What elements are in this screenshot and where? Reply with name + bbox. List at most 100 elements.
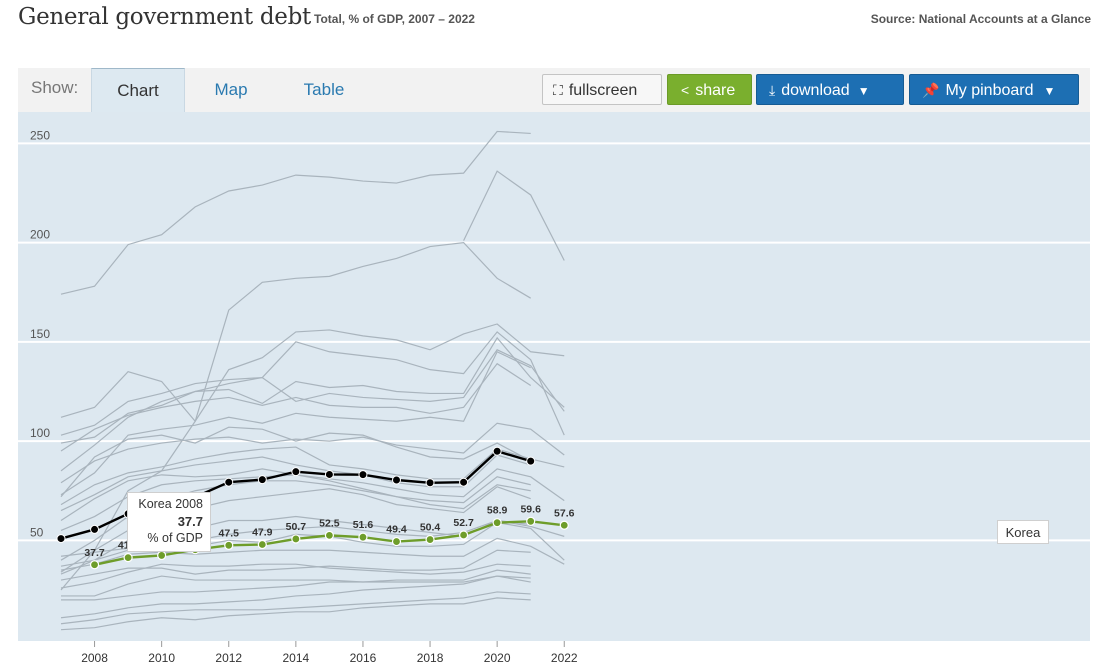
korea-point[interactable] [123,553,133,563]
tab-table[interactable]: Table [303,80,345,99]
download-button-label: download [781,82,850,99]
chart-subtitle: Total, % of GDP, 2007 – 2022 [314,12,475,26]
highlight-point[interactable] [392,475,401,485]
x-tick-label: 2014 [282,651,309,665]
korea-series-label: Korea [997,520,1049,544]
x-tick-label: 2020 [484,651,511,665]
pinboard-button[interactable]: 📌 My pinboard ▼ [909,74,1079,105]
highlight-point[interactable] [526,456,536,466]
country-line[interactable] [60,422,565,484]
country-line[interactable] [60,336,565,444]
korea-point[interactable] [157,550,167,561]
korea-data-label: 37.7 [84,547,105,559]
korea-data-label: 57.6 [554,507,575,519]
highlight-point[interactable] [291,467,301,477]
country-line[interactable] [60,454,531,512]
y-axis-ticks: 50 100 150 200 250 [30,128,50,539]
country-line[interactable] [61,569,531,601]
grid-lines [18,142,1090,542]
korea-point[interactable] [324,530,334,540]
korea-data-label: 50.4 [420,522,441,534]
fullscreen-button[interactable]: ⛶ fullscreen [542,74,662,105]
highlight-point[interactable] [492,446,502,456]
korea-point[interactable] [459,530,469,540]
x-tick-label: 2012 [215,651,242,665]
highlight-point[interactable] [56,534,66,544]
korea-point[interactable] [224,540,234,550]
korea-data-label: 52.5 [319,517,340,529]
highlight-point[interactable] [324,469,334,479]
korea-data-label: 50.7 [286,521,307,533]
korea-data-label: 47.5 [219,527,240,539]
korea-point[interactable] [425,534,435,545]
data-tooltip: Korea 2008 37.7 % of GDP [127,492,211,552]
country-line[interactable] [60,241,532,591]
country-line[interactable] [60,331,565,436]
korea-series[interactable] [89,516,569,570]
tooltip-country-year: Korea 2008 [138,497,203,511]
show-label: Show: [31,78,79,97]
page-title: General government debt [18,4,311,30]
x-tick-label: 2016 [350,651,377,665]
highlight-point[interactable] [358,470,368,480]
korea-data-label: 51.6 [353,519,374,531]
source-note: Source: National Accounts at a Glance [870,12,1091,26]
y-tick-label: 50 [30,525,44,539]
country-line[interactable] [60,446,565,506]
x-tick-label: 2010 [148,651,175,665]
korea-data-label: 47.9 [252,527,273,539]
korea-point[interactable] [526,516,536,526]
highlight-point[interactable] [257,475,267,485]
country-line[interactable] [60,468,565,522]
country-line[interactable] [60,549,531,581]
country-line[interactable] [61,575,531,597]
korea-point[interactable] [391,536,402,547]
download-icon: ⤓ [769,82,776,98]
other-country-lines [60,130,565,631]
korea-data-label: 58.9 [487,505,508,517]
highlight-point[interactable] [224,477,234,487]
country-line[interactable] [60,537,565,571]
country-line[interactable] [60,362,532,452]
korea-data-label: 49.4 [386,524,407,536]
download-button[interactable]: ⤓ download ▼ [756,74,904,105]
pin-icon: 📌 [922,82,940,98]
highlight-point[interactable] [425,478,435,488]
country-line[interactable] [60,575,531,619]
y-tick-label: 200 [30,228,50,242]
y-tick-label: 150 [30,327,50,341]
country-line[interactable] [60,591,531,625]
highlight-point[interactable] [459,477,469,487]
korea-point[interactable] [559,520,569,530]
korea-point[interactable] [89,560,100,570]
country-line[interactable] [463,170,565,261]
korea-point[interactable] [257,539,267,550]
country-line[interactable] [60,130,531,295]
highlight-point[interactable] [90,524,100,534]
korea-data-label: 52.7 [453,517,474,529]
y-tick-label: 250 [30,128,50,142]
x-tick-label: 2018 [417,651,444,665]
chevron-down-icon: ▼ [1043,84,1056,98]
share-icon: < [681,82,690,98]
share-button[interactable]: < share [667,74,752,105]
country-line[interactable] [60,597,531,631]
korea-point[interactable] [358,532,368,542]
plot-background [18,112,1090,641]
country-line[interactable] [60,323,565,423]
x-tick-label: 2022 [551,651,578,665]
tooltip-value: 37.7 [177,514,203,529]
country-line[interactable] [60,563,531,589]
korea-data-label: 59.6 [520,503,541,515]
fullscreen-button-label: fullscreen [568,82,638,99]
tab-map[interactable]: Map [214,80,248,99]
x-tick-label: 2008 [81,651,108,665]
korea-point[interactable] [492,518,502,528]
pinboard-button-label: My pinboard [945,82,1034,99]
x-axis-ticks: 2008 2010 2012 2014 2016 2018 2020 2022 [81,641,578,665]
korea-point[interactable] [291,534,301,544]
tab-chart[interactable]: Chart [91,68,185,112]
country-line[interactable] [60,350,531,496]
country-line[interactable] [60,426,531,498]
